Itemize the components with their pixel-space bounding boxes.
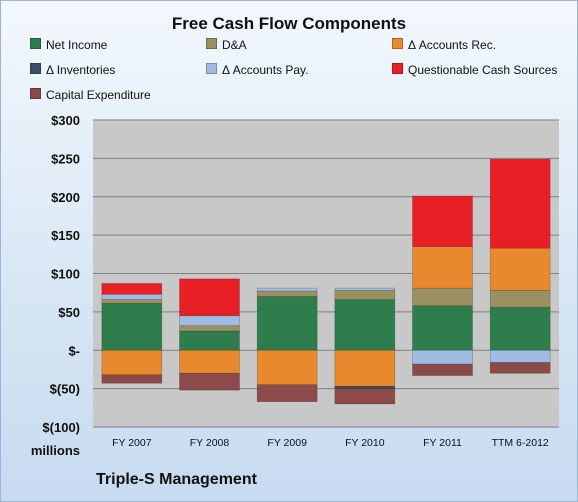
x-category-label: FY 2011 xyxy=(423,437,462,449)
bar-segment xyxy=(412,305,473,351)
bar-segment xyxy=(412,246,473,289)
bar-segment xyxy=(334,299,396,351)
y-tick-label: $250 xyxy=(51,151,80,166)
y-tick-label: $(100) xyxy=(42,420,80,435)
bar-segment xyxy=(334,287,396,291)
bar-segment xyxy=(101,374,163,384)
company-name: Triple-S Management xyxy=(96,471,257,488)
legend-label: Questionable Cash Sources xyxy=(408,63,558,77)
y-tick-label: $200 xyxy=(51,190,80,205)
legend-entry: Δ Inventories xyxy=(30,62,115,78)
x-category-label: TTM 6-2012 xyxy=(492,437,549,449)
legend-label: Δ Accounts Rec. xyxy=(408,38,497,52)
legend-swatch xyxy=(392,63,403,74)
bar-segment xyxy=(179,278,240,317)
x-category-label: FY 2007 xyxy=(112,437,152,449)
bar-segment xyxy=(489,158,551,249)
legend-swatch xyxy=(206,38,217,49)
chart-title: Free Cash Flow Components xyxy=(171,14,407,33)
bar-segment xyxy=(412,287,473,307)
bar-segment xyxy=(179,315,240,327)
bar-segment xyxy=(101,303,163,351)
bar-segment xyxy=(179,349,240,374)
bar-segment xyxy=(256,287,318,292)
legend-label: Capital Expenditure xyxy=(46,88,151,102)
x-category-label: FY 2008 xyxy=(190,437,230,449)
bar-segment xyxy=(334,349,396,387)
bar-segment xyxy=(101,283,163,295)
y-axis-label: millions xyxy=(31,443,80,458)
bar-segment xyxy=(412,349,473,365)
legend-label: Δ Accounts Pay. xyxy=(222,63,309,77)
y-tick-label: $100 xyxy=(51,267,80,282)
bar-segment xyxy=(489,362,551,374)
legend-entry: Δ Accounts Rec. xyxy=(392,37,496,53)
legend-entry: Δ Accounts Pay. xyxy=(206,62,309,78)
bar-segment xyxy=(179,372,240,391)
legend-swatch xyxy=(30,38,41,49)
y-tick-label: $150 xyxy=(51,228,80,243)
legend-label: D&A xyxy=(222,38,247,52)
legend-label: Δ Inventories xyxy=(46,63,116,77)
legend-entry: Capital Expenditure xyxy=(30,87,151,103)
legend-entry: Questionable Cash Sources xyxy=(392,62,557,78)
legend-swatch xyxy=(30,63,41,74)
bar-segment xyxy=(489,247,551,291)
bar-segment xyxy=(256,384,318,403)
bar-segment xyxy=(412,363,473,376)
bar-segment xyxy=(179,325,240,332)
x-category-label: FY 2010 xyxy=(345,437,385,449)
legend-swatch xyxy=(392,38,403,49)
legend-entry: D&A xyxy=(206,37,247,53)
bar-segment xyxy=(334,388,396,405)
bar-segment xyxy=(256,296,318,351)
bar-segment xyxy=(489,306,551,351)
legend-swatch xyxy=(30,88,41,99)
bar-segment xyxy=(489,290,551,308)
bar-segment xyxy=(256,290,318,297)
bar-segment xyxy=(334,290,396,300)
y-tick-label: $50 xyxy=(58,305,80,320)
legend-entry: Net Income xyxy=(30,37,107,53)
y-tick-label: $300 xyxy=(51,113,80,128)
legend-swatch xyxy=(206,63,217,74)
bar-segment xyxy=(101,299,163,304)
y-tick-label: $(50) xyxy=(50,382,80,397)
bar-segment xyxy=(256,349,318,386)
legend-label: Net Income xyxy=(46,38,108,52)
bar-segment xyxy=(179,330,240,351)
x-category-label: FY 2009 xyxy=(267,437,307,449)
bar-segment xyxy=(101,349,163,376)
bar-segment xyxy=(101,293,163,300)
y-tick-label: $- xyxy=(68,343,80,358)
bar-segment xyxy=(412,195,473,247)
bar-segment xyxy=(489,349,551,363)
